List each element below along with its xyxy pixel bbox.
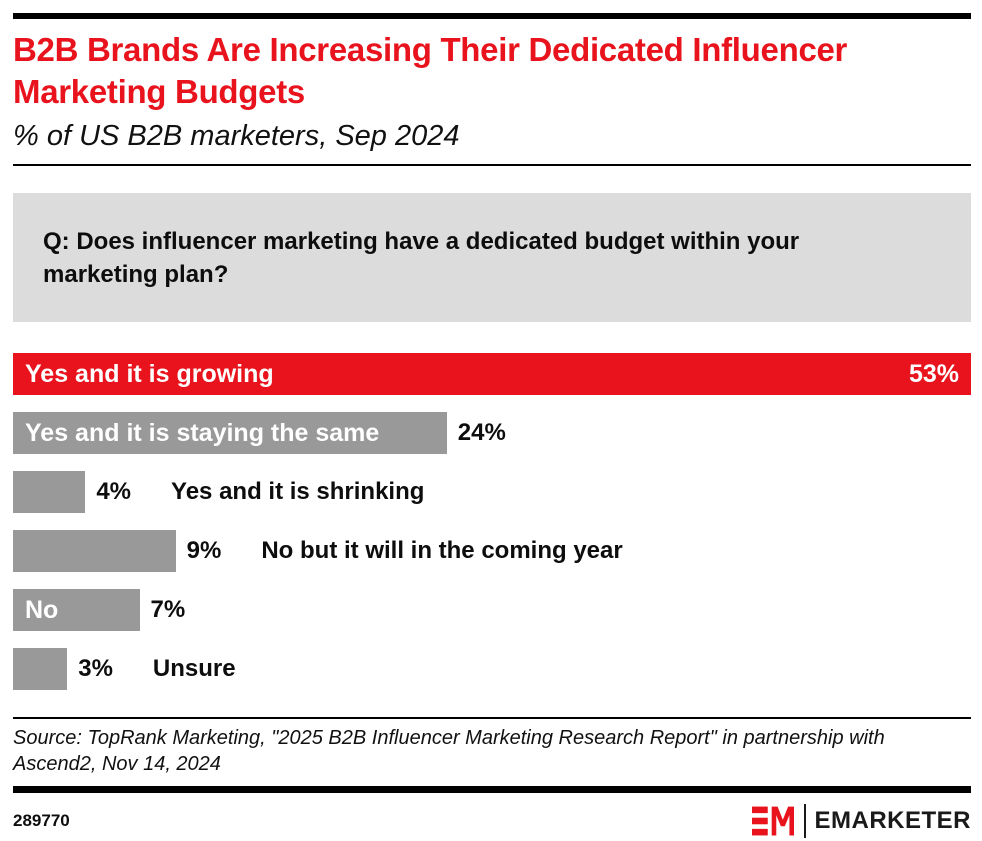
bar-value: 53% — [908, 359, 959, 388]
bar-row: 9% No but it will in the coming year — [13, 530, 971, 572]
footer-rule — [13, 786, 971, 793]
question-text: Q: Does influencer marketing have a dedi… — [43, 227, 800, 288]
bar-value: 4% — [96, 478, 132, 505]
bar-value: 7% — [150, 596, 186, 623]
bar-row: Yes and it is staying the same 24% — [13, 412, 971, 454]
brand-wordmark: EMARKETER — [814, 807, 971, 834]
bar-segment — [13, 471, 86, 513]
bar-row: No 7% — [13, 589, 971, 631]
source-divider — [13, 717, 971, 719]
bar-segment — [13, 648, 68, 690]
logo-divider — [804, 804, 807, 838]
bar-segment: No — [13, 589, 140, 631]
bar-row: Yes and it is growing 53% — [13, 353, 971, 395]
bar-value: 9% — [186, 537, 222, 564]
bar-label: Yes and it is staying the same — [25, 418, 380, 447]
header-divider — [13, 164, 971, 166]
emarketer-em-monogram-icon — [752, 806, 795, 836]
bar-row: 3% Unsure — [13, 648, 971, 690]
bar-label: No — [25, 595, 59, 624]
source-note: Source: TopRank Marketing, "2025 B2B Inf… — [13, 727, 885, 775]
page-title: B2B Brands Are Increasing Their Dedicate… — [13, 31, 848, 110]
brand-logo: EMARKETER — [752, 804, 971, 838]
bar-value: 3% — [78, 655, 113, 682]
bar-value: 24% — [457, 419, 506, 446]
bar-segment — [13, 530, 176, 572]
top-rule — [13, 13, 971, 19]
bar-segment: Yes and it is staying the same — [13, 412, 447, 454]
bar-segment: Yes and it is growing 53% — [13, 353, 971, 395]
chart-id: 289770 — [13, 811, 70, 830]
bar-label: Yes and it is shrinking — [171, 478, 425, 505]
bar-label: No but it will in the coming year — [261, 537, 623, 564]
question-box: Q: Does influencer marketing have a dedi… — [13, 193, 971, 322]
footer: 289770 EMARKETER — [13, 804, 971, 838]
bar-chart: Yes and it is growing 53% Yes and it is st… — [13, 353, 971, 690]
bar-label: Unsure — [152, 655, 236, 682]
bar-row: 4% Yes and it is shrinking — [13, 471, 971, 513]
page-subtitle: % of US B2B marketers, Sep 2024 — [13, 120, 460, 152]
bar-label: Yes and it is growing — [25, 359, 274, 388]
